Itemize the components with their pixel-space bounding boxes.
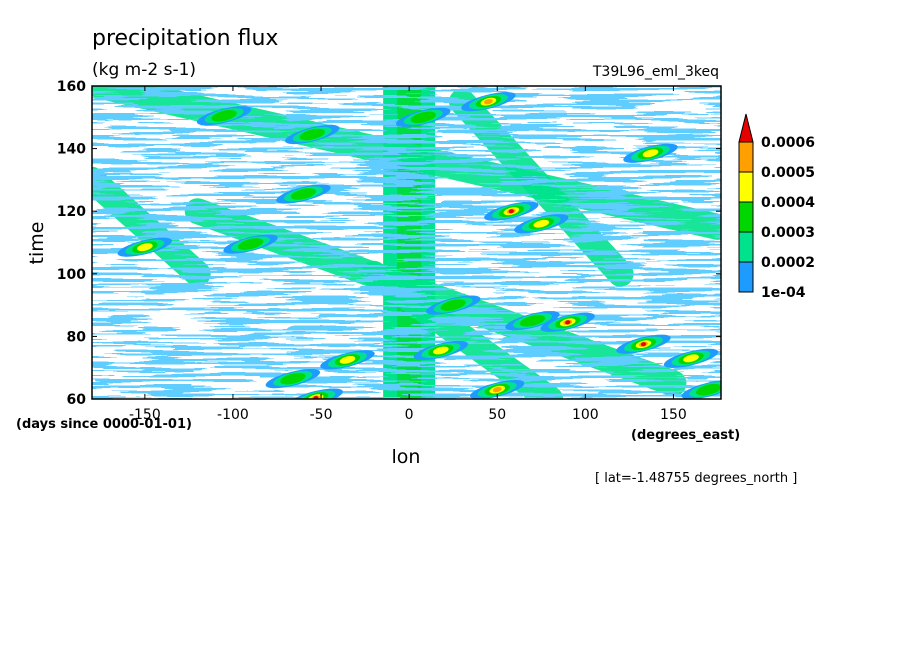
contour-level-3 xyxy=(237,238,264,250)
precip-maximum xyxy=(484,201,539,221)
contour-level-3 xyxy=(410,111,436,124)
contour-level-4 xyxy=(339,355,356,364)
x-axis-label: lon xyxy=(392,446,421,468)
precip-maximum xyxy=(117,237,173,257)
precip-maximum xyxy=(681,380,721,399)
contour-level-4 xyxy=(137,243,153,252)
contour-level-5 xyxy=(492,386,502,393)
precip-maximum xyxy=(285,124,340,145)
contour-level-3 xyxy=(695,383,721,396)
colorbar-label: 0.0002 xyxy=(761,255,815,271)
y-tick-label: 140 xyxy=(57,142,86,158)
x-tick-label: 150 xyxy=(660,407,687,423)
precip-maximum xyxy=(663,348,719,368)
precip-maximum xyxy=(413,340,469,361)
contour-level-6 xyxy=(313,396,319,399)
x-axis-ticks: -150 -100 -50 0 50 100 150 xyxy=(129,86,687,423)
precip-streak-field xyxy=(92,86,721,399)
chart-units-subtitle: (kg m-2 s-1) xyxy=(92,60,196,80)
precip-maximum xyxy=(623,143,678,163)
colorbar-swatch xyxy=(738,171,754,203)
precip-maximum xyxy=(396,107,451,127)
precip-maxima-layer xyxy=(117,92,721,399)
x-tick-label: -150 xyxy=(129,407,161,423)
contour-level-4 xyxy=(683,354,699,363)
x-axis-units: (degrees_east) xyxy=(631,428,740,443)
colorbar-extend-arrow xyxy=(738,113,754,143)
precip-maximum xyxy=(505,311,560,331)
x-tick-label: -100 xyxy=(217,407,249,423)
y-tick-label: 120 xyxy=(57,204,86,220)
precip-maximum xyxy=(616,334,671,354)
y-axis-label: time xyxy=(26,222,48,265)
precip-maximum xyxy=(223,234,278,254)
x-tick-label: 0 xyxy=(405,407,414,423)
contour-level-3 xyxy=(440,299,466,311)
precip-maximum xyxy=(514,214,569,234)
precip-maximum xyxy=(196,106,252,126)
latitude-footer: [ lat=-1.48755 degrees_north ] xyxy=(595,471,797,486)
y-tick-label: 80 xyxy=(67,329,87,345)
colorbar-label: 0.0006 xyxy=(761,135,815,151)
contour-level-5 xyxy=(484,98,493,105)
x-tick-label: -50 xyxy=(310,407,333,423)
contour-level-3 xyxy=(211,109,237,122)
contour-level-3 xyxy=(299,128,325,141)
y-tick-label: 100 xyxy=(57,267,86,283)
contour-level-6 xyxy=(565,320,571,325)
precip-maximum xyxy=(461,92,516,112)
precip-maximum xyxy=(320,350,375,370)
colorbar-swatch xyxy=(738,201,754,233)
contour-level-3 xyxy=(280,372,306,385)
colorbar-label: 0.0005 xyxy=(761,165,815,181)
contour-level-6 xyxy=(640,342,647,347)
contour-level-3 xyxy=(519,314,546,327)
precip-maximum xyxy=(276,184,331,204)
contour-level-6 xyxy=(508,209,514,214)
colorbar: 1e-04 0.0002 0.0003 0.0004 0.0005 0.0006 xyxy=(738,113,815,301)
contour-level-4 xyxy=(533,219,550,228)
colorbar-swatch xyxy=(738,261,754,293)
colorbar-label: 1e-04 xyxy=(761,285,806,301)
colorbar-swatch xyxy=(738,141,754,173)
contour-level-4 xyxy=(642,149,659,158)
colorbar-swatch xyxy=(738,231,754,263)
precip-maximum xyxy=(425,295,481,315)
plot-frame xyxy=(91,85,722,400)
x-tick-label: 50 xyxy=(488,407,506,423)
y-tick-label: 160 xyxy=(57,79,86,95)
x-tick-label: 100 xyxy=(572,407,599,423)
y-axis-ticks: 60 80 100 120 140 160 xyxy=(57,79,721,408)
precip-maximum xyxy=(470,380,525,399)
run-label: T39L96_eml_3keq xyxy=(592,64,719,80)
y-axis-units: (days since 0000-01-01) xyxy=(16,417,192,432)
contour-level-4 xyxy=(433,346,449,355)
precip-maximum xyxy=(540,312,595,332)
contour-level-3 xyxy=(290,188,317,200)
chart-title: precipitation flux xyxy=(92,26,278,51)
colorbar-label: 0.0003 xyxy=(761,225,815,241)
precip-maximum xyxy=(288,388,343,399)
precip-maximum xyxy=(265,369,321,389)
colorbar-label: 0.0004 xyxy=(761,195,815,211)
y-tick-label: 60 xyxy=(67,392,87,408)
plot-area xyxy=(92,86,721,399)
